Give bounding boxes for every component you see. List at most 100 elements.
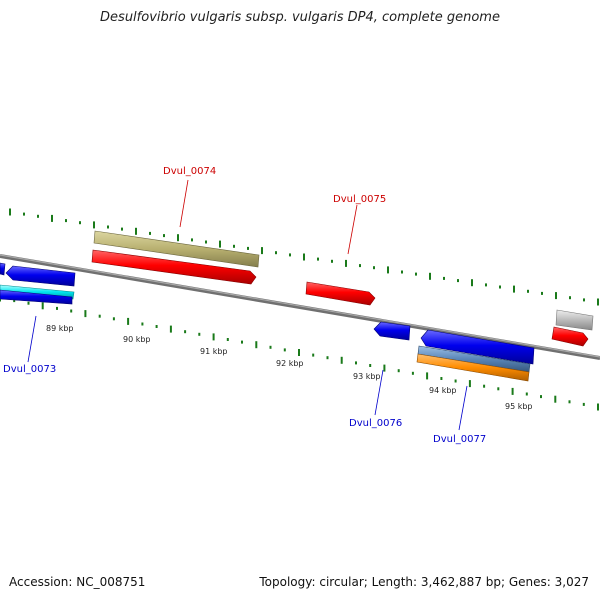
gc-tick: [582, 402, 585, 406]
gc-tick: [205, 240, 207, 244]
gene-arrow-left-edge[interactable]: [0, 262, 6, 276]
gc-tick: [468, 380, 471, 388]
gc-tick: [135, 227, 137, 235]
gc-tick: [255, 341, 258, 349]
accession-text: Accession: NC_008751: [9, 575, 146, 589]
gc-tick: [511, 387, 514, 395]
genome-summary-text: Topology: circular; Length: 3,462,887 bp…: [259, 575, 589, 589]
gc-tick: [269, 345, 272, 349]
gc-tick: [541, 291, 543, 295]
gc-tick: [499, 285, 501, 289]
gc-tick: [93, 221, 95, 229]
gc-tick: [326, 356, 329, 360]
gc-tick: [454, 379, 457, 383]
gc-tick: [317, 257, 319, 261]
tick-label: 93 kbp: [353, 372, 381, 381]
gene-dvul-0073-arrow[interactable]: [0, 289, 73, 305]
gc-tick: [241, 340, 243, 344]
map-title: Desulfovibrio vulgaris subsp. vulgaris D…: [100, 10, 500, 25]
label-pointer-dvul-0075: [347, 204, 358, 255]
gc-tick: [568, 400, 571, 404]
gc-tick: [440, 377, 443, 380]
gene-label-dvul-0077[interactable]: Dvul_0077: [433, 434, 486, 445]
gene-dvul-0076-arrow[interactable]: [373, 321, 411, 341]
gc-tick: [70, 309, 73, 313]
gc-tick: [426, 372, 429, 380]
gc-tick: [169, 325, 172, 333]
gc-tick: [141, 322, 144, 326]
gc-tick: [373, 266, 375, 270]
gc-tick: [554, 395, 557, 403]
gc-tick: [219, 240, 221, 248]
gc-tick: [226, 338, 229, 341]
gc-tick: [233, 244, 235, 248]
tick-label: 95 kbp: [505, 402, 533, 411]
gene-reverse-cds-left[interactable]: [5, 265, 76, 287]
gc-tick: [401, 270, 403, 274]
gc-tick: [212, 333, 215, 341]
gc-tick: [275, 251, 277, 255]
gc-tick: [51, 214, 53, 222]
gc-tick: [485, 283, 487, 287]
misc-feature-bar: [93, 230, 260, 268]
gc-tick: [387, 266, 389, 274]
gc-tick: [527, 289, 529, 293]
gc-tick: [298, 349, 300, 356]
gc-tick: [443, 276, 445, 280]
gc-tick: [163, 234, 165, 238]
label-pointer-dvul-0073: [27, 315, 37, 363]
gc-tick: [397, 369, 400, 373]
gc-tick: [177, 234, 179, 242]
gc-tick: [355, 361, 357, 365]
genome-backbone: [0, 254, 600, 360]
gc-tick: [191, 238, 193, 242]
gc-tick: [555, 292, 557, 300]
gc-tick: [525, 392, 528, 396]
gc-tick: [345, 259, 347, 267]
gene-dvul-0075-arrow[interactable]: [305, 281, 376, 306]
gc-tick: [13, 299, 16, 303]
gc-tick: [303, 253, 305, 261]
gene-label-dvul-0074[interactable]: Dvul_0074: [163, 166, 216, 177]
tick-label: 92 kbp: [276, 359, 304, 368]
gc-tick: [540, 395, 542, 399]
tick-label: 94 kbp: [429, 386, 457, 395]
orange-feature-bar: [416, 353, 530, 382]
gene-label-dvul-0076[interactable]: Dvul_0076: [349, 418, 402, 429]
gc-tick: [359, 264, 361, 268]
gc-tick: [415, 272, 417, 276]
gene-arrow-right-edge[interactable]: [551, 326, 589, 347]
label-pointer-dvul-0074: [179, 179, 189, 228]
gc-tick: [583, 298, 585, 302]
gc-tick: [261, 247, 263, 255]
gc-tick: [27, 301, 30, 305]
gc-tick: [312, 353, 315, 357]
gc-tick: [107, 225, 109, 229]
gc-tick: [121, 227, 123, 231]
gc-tick: [112, 317, 115, 321]
gc-tick: [411, 371, 414, 375]
grey-feature-right-edge: [555, 309, 594, 331]
gc-tick: [149, 231, 151, 235]
gc-tick: [497, 387, 500, 391]
gc-tick: [383, 364, 386, 372]
gene-dvul-0077-arrow[interactable]: [420, 329, 535, 365]
gc-tick: [331, 259, 333, 263]
gc-tick: [483, 384, 486, 388]
gc-tick: [369, 364, 372, 367]
gc-tick: [84, 310, 87, 318]
gene-dvul-0074-arrow[interactable]: [91, 249, 257, 285]
gc-tick: [9, 208, 11, 216]
tick-label: 91 kbp: [200, 347, 228, 356]
gc-tick: [184, 330, 187, 334]
tick-label: 89 kbp: [46, 324, 74, 333]
gene-label-dvul-0073[interactable]: Dvul_0073: [3, 364, 56, 375]
gc-tick: [127, 317, 130, 325]
label-pointer-dvul-0076: [374, 369, 384, 416]
gc-tick: [23, 212, 25, 216]
gc-tick: [429, 272, 431, 280]
gene-label-dvul-0075[interactable]: Dvul_0075: [333, 194, 386, 205]
gc-tick: [569, 296, 571, 300]
